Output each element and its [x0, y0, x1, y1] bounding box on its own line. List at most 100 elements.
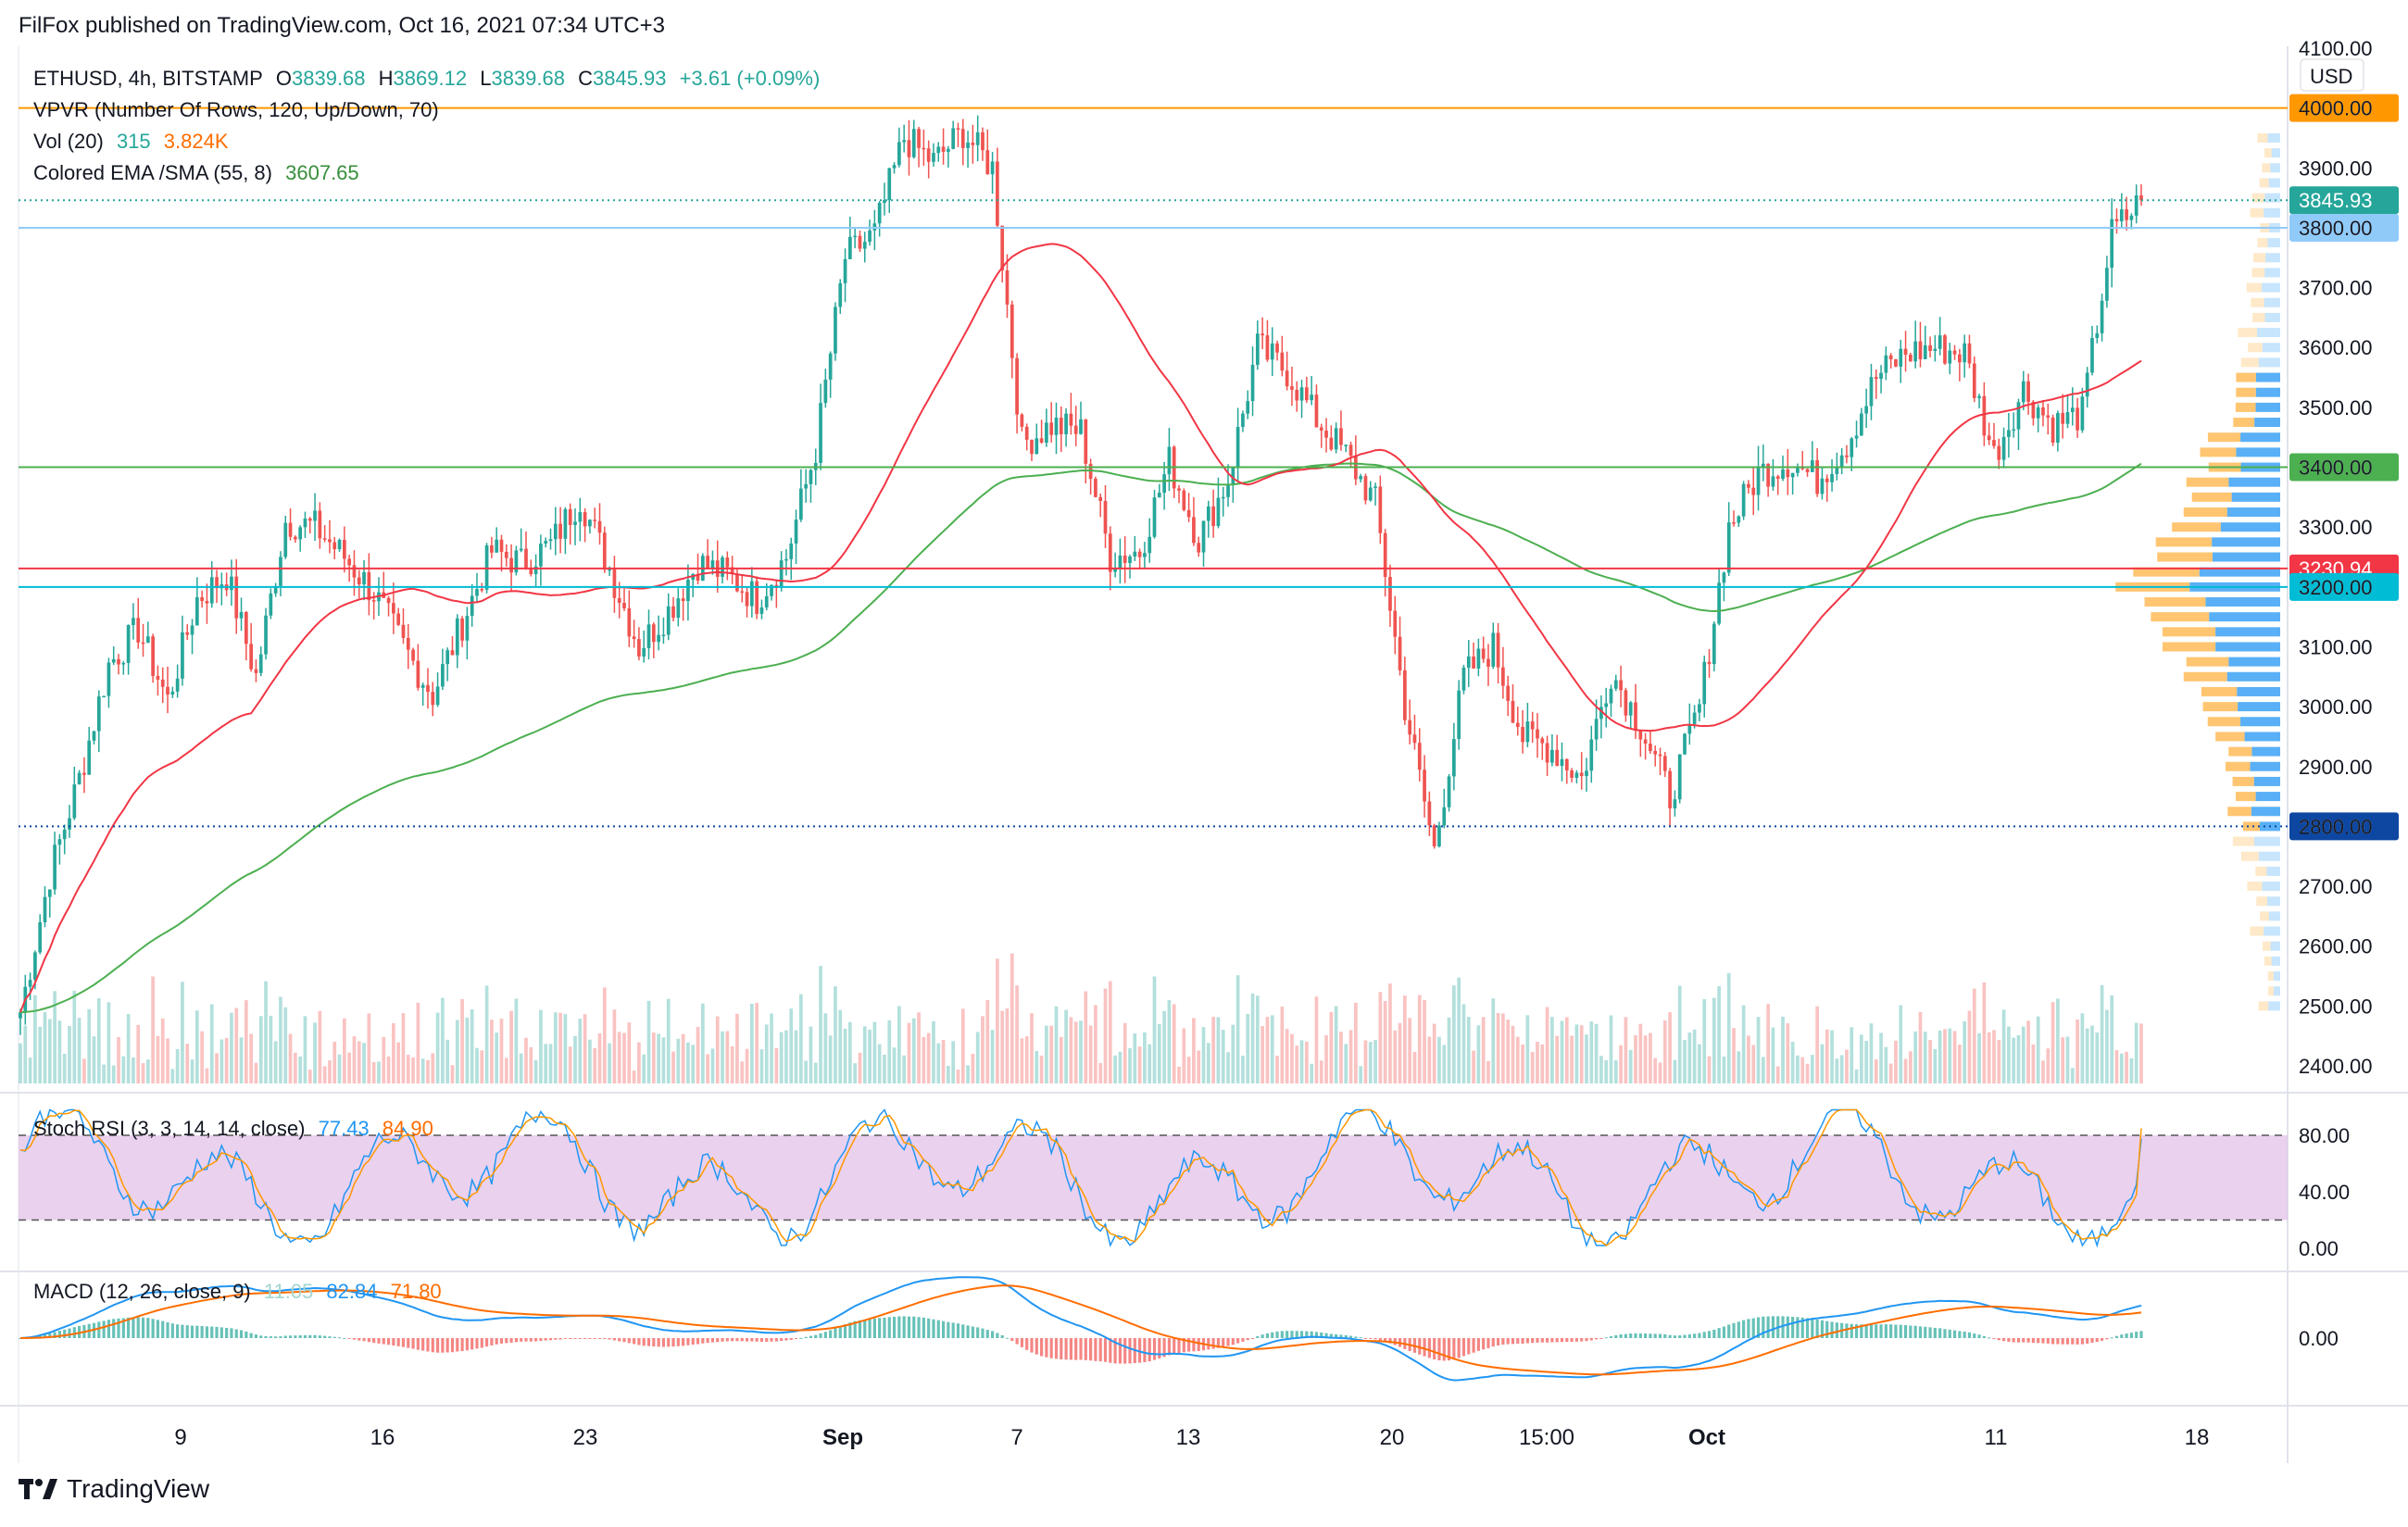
candle-body	[82, 772, 86, 775]
macd-hist-bar	[1035, 1338, 1038, 1355]
vpvr-up-bar	[2250, 761, 2280, 771]
vpvr-up-bar	[2258, 851, 2280, 861]
candle-body	[1186, 509, 1191, 518]
macd-hist-bar	[1973, 1333, 1976, 1338]
volume-bar	[1967, 1010, 1972, 1083]
candle-body	[602, 532, 607, 570]
volume-bar	[1098, 1063, 1103, 1083]
candle-body	[1157, 493, 1161, 498]
macd-hist-bar	[254, 1334, 258, 1338]
macd-hist-bar	[1997, 1338, 2000, 1341]
volume-bar	[1442, 1045, 1447, 1083]
volume-bar	[887, 1020, 892, 1083]
candle-body	[1732, 522, 1736, 524]
candle-body	[1825, 478, 1829, 482]
macd-hist-bar	[1595, 1338, 1599, 1340]
macd-hist-bar	[1712, 1329, 1716, 1338]
volume-bar	[1579, 1025, 1584, 1083]
volume-bar	[671, 1051, 675, 1083]
candle-body	[1000, 225, 1005, 271]
volume-bar	[1432, 1023, 1436, 1083]
volume-bar	[1167, 999, 1172, 1083]
candle-body	[749, 581, 754, 607]
candle-body	[28, 980, 32, 987]
macd-hist-bar	[1933, 1327, 1937, 1338]
macd-hist-bar	[239, 1330, 244, 1338]
macd-hist-bar	[646, 1338, 651, 1346]
candle-body	[1299, 387, 1304, 401]
volume-bar	[170, 1069, 175, 1083]
volume-bar	[706, 1054, 709, 1083]
macd-hist-bar	[43, 1334, 47, 1338]
macd-hist-bar	[1737, 1321, 1740, 1338]
macd-hist-bar	[548, 1338, 553, 1341]
sma-line	[19, 462, 2142, 1014]
volume-bar	[1933, 1048, 1938, 1083]
candle-body	[194, 596, 199, 626]
volume-bar	[1172, 1004, 1176, 1083]
macd-hist-bar	[225, 1327, 229, 1338]
volume-bar	[1796, 1055, 1800, 1083]
macd-hist-bar	[303, 1334, 307, 1338]
volume-bar	[1958, 1045, 1962, 1083]
macd-hist-bar	[691, 1338, 695, 1346]
volume-bar	[1373, 1040, 1377, 1083]
volume-bar	[2105, 1009, 2109, 1083]
candle-body	[1698, 704, 1701, 713]
stoch-label: Stoch RSI (3, 3, 14, 14, close)	[33, 1117, 306, 1140]
volume-bar	[2119, 1053, 2124, 1083]
macd-hist-bar	[1433, 1338, 1436, 1360]
volume-bar	[2100, 984, 2104, 1083]
vpvr-up-bar	[2240, 432, 2280, 443]
volume-bar	[2012, 1037, 2016, 1083]
volume-bar	[386, 1056, 391, 1083]
vpvr-up-bar	[2267, 238, 2280, 248]
vpvr-down-bar	[2251, 268, 2265, 278]
candle-body	[2076, 407, 2079, 431]
volume-bar	[1564, 1017, 1569, 1083]
stoch-d-value: 84.90	[382, 1117, 433, 1140]
volume-bar	[392, 1022, 395, 1083]
volume-bar	[1231, 1024, 1235, 1083]
candle-body	[1643, 739, 1648, 744]
volume-bar	[681, 1033, 685, 1083]
macd-hist-bar	[682, 1338, 685, 1346]
candle-body	[862, 242, 867, 249]
volume-bar	[1909, 1051, 1913, 1083]
volume-bar	[1712, 997, 1716, 1083]
volume-bar	[269, 1015, 273, 1083]
candle-body	[293, 536, 297, 540]
volume-bar	[258, 1016, 263, 1083]
macd-hist-bar	[1653, 1333, 1657, 1338]
price-tick-label: 3000.00	[2299, 695, 2373, 719]
candle-body	[1977, 395, 1981, 398]
candle-body	[170, 691, 175, 695]
volume-bar	[2080, 1013, 2085, 1083]
macd-hist-bar	[1482, 1338, 1486, 1350]
macd-hist-bar	[1521, 1338, 1524, 1344]
tradingview-brand[interactable]: TradingView	[19, 1474, 209, 1504]
stoch-band	[19, 1135, 2288, 1220]
candle-body	[975, 131, 980, 145]
candle-body	[92, 731, 96, 741]
macd-hist-bar	[68, 1328, 71, 1338]
candle-body	[396, 613, 401, 625]
macd-hist-bar	[686, 1338, 690, 1346]
macd-hist-bar	[2007, 1338, 2011, 1342]
candle-body	[1275, 343, 1279, 353]
vpvr-down-bar	[2207, 432, 2241, 443]
macd-hist-bar	[117, 1318, 120, 1338]
candle-body	[646, 624, 651, 648]
volume-bar	[160, 1018, 165, 1083]
macd-hist-bar	[156, 1320, 160, 1338]
candle-body	[1972, 363, 1976, 398]
macd-hist-bar	[1903, 1324, 1908, 1338]
volume-bar	[749, 1003, 754, 1083]
macd-hist-bar	[1928, 1327, 1932, 1338]
volume-bar	[2031, 1044, 2036, 1083]
macd-hist-bar	[1918, 1326, 1923, 1338]
high-value: 3869.12	[393, 67, 468, 90]
macd-hist-bar	[1260, 1334, 1264, 1338]
macd-hist-bar	[529, 1338, 533, 1342]
